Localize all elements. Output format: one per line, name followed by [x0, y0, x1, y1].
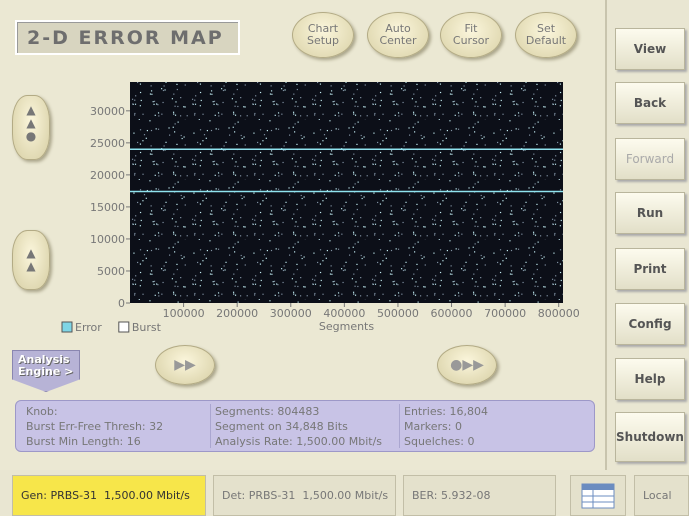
y-tick-label: 15000: [90, 201, 125, 214]
legend-swatch: [61, 321, 73, 333]
x-tick-label: 700000: [484, 307, 526, 320]
x-tick-label: 300000: [270, 307, 312, 320]
scroll-up-button[interactable]: ▲ ▲ ●: [12, 95, 50, 160]
y-tick-label: 10000: [90, 233, 125, 246]
status-ber: BER: 5.932-08: [403, 475, 556, 516]
step-button[interactable]: ▶▶: [155, 345, 215, 385]
y-tick-label: 30000: [90, 105, 125, 118]
info-text: Burst Min Length: 16: [26, 435, 141, 448]
info-panel: Knob: Burst Err-Free Thresh: 32 Burst Mi…: [15, 400, 595, 452]
info-column: Entries: 16,804 Markers: 0 Squelches: 0: [399, 404, 588, 448]
x-tick-label: 500000: [377, 307, 419, 320]
y-tick-label: 25000: [90, 137, 125, 150]
status-det: Det: PRBS-31 1,500.00 Mbit/s: [213, 475, 396, 516]
info-text: Entries: 16,804: [404, 405, 489, 418]
toolbar-button[interactable]: Chart Setup: [292, 12, 354, 58]
legend-swatch: [118, 321, 130, 333]
status-icon[interactable]: [570, 475, 626, 516]
x-tick-label: 400000: [323, 307, 365, 320]
side-button[interactable]: Back: [615, 82, 685, 124]
info-text: Burst Err-Free Thresh: 32: [26, 420, 164, 433]
side-button[interactable]: Shutdown: [615, 412, 685, 462]
side-button[interactable]: Run: [615, 192, 685, 234]
x-tick-label: 100000: [163, 307, 205, 320]
status-gen: Gen: PRBS-31 1,500.00 Mbit/s: [12, 475, 206, 516]
side-button[interactable]: Config: [615, 303, 685, 345]
toolbar-button[interactable]: Auto Center: [367, 12, 429, 58]
table-icon: [581, 483, 615, 508]
side-button[interactable]: View: [615, 28, 685, 70]
side-button[interactable]: Help: [615, 358, 685, 400]
toolbar-button[interactable]: Set Default: [515, 12, 577, 58]
info-text: Segment on 34,848 Bits: [215, 420, 348, 433]
x-axis-label: Segments: [319, 320, 375, 333]
scroll-up-button[interactable]: ▲ ▲: [12, 230, 50, 290]
info-text: Squelches: 0: [404, 435, 475, 448]
side-button[interactable]: Print: [615, 248, 685, 290]
x-tick-label: 200000: [216, 307, 258, 320]
legend-label: Error: [75, 321, 102, 334]
info-text: Knob:: [26, 405, 58, 418]
info-text: Segments: 804483: [215, 405, 320, 418]
toolbar-button[interactable]: Fit Cursor: [440, 12, 502, 58]
legend-label: Burst: [132, 321, 162, 334]
info-text: Analysis Rate: 1,500.00 Mbit/s: [215, 435, 383, 448]
x-tick-label: 600000: [431, 307, 473, 320]
screen-title: 2-D ERROR MAP: [15, 20, 240, 55]
run-step-button[interactable]: ●▶▶: [437, 345, 497, 385]
y-tick-label: 20000: [90, 169, 125, 182]
error-map-chart: 0 5000 10000 15000 20000 25000 30000 100000 2000…: [61, 82, 580, 334]
y-tick-label: 0: [118, 297, 125, 310]
info-column: Knob: Burst Err-Free Thresh: 32 Burst Mi…: [22, 404, 210, 448]
info-text: Markers: 0: [404, 420, 462, 433]
plot-area: [130, 82, 563, 303]
status-mode: Local: [634, 475, 689, 516]
x-tick-label: 800000: [538, 307, 580, 320]
info-column: Segments: 804483 Segment on 34,848 Bits …: [210, 404, 399, 448]
y-tick-label: 5000: [97, 265, 125, 278]
side-button: Forward: [615, 138, 685, 180]
